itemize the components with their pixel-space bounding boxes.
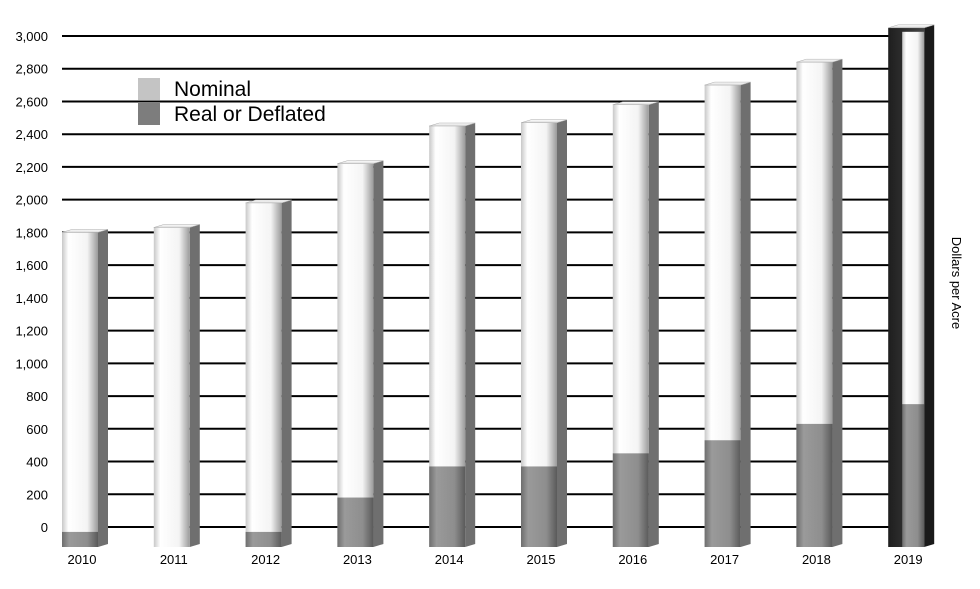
bar-top xyxy=(153,224,200,228)
bar-group xyxy=(888,24,935,548)
y-tick-label: 1,400 xyxy=(15,291,48,306)
bar-side xyxy=(740,82,751,547)
bar-top xyxy=(337,160,384,164)
bar-top xyxy=(429,122,476,127)
y-tick-label: 1,600 xyxy=(15,258,48,273)
bar-group xyxy=(796,58,843,547)
x-tick-label: 2015 xyxy=(527,552,556,567)
bar-side xyxy=(189,224,200,548)
bar-real xyxy=(245,531,282,547)
bar-group xyxy=(61,229,109,547)
y-tick-label: 1,000 xyxy=(15,356,48,371)
legend-label: Nominal xyxy=(174,78,251,101)
y-tick-label: 200 xyxy=(26,487,48,502)
y-tick-label: 2,000 xyxy=(15,193,48,208)
bar-nominal xyxy=(153,227,190,548)
bar-group xyxy=(245,199,292,547)
bar-real xyxy=(612,453,649,547)
bar-group xyxy=(429,122,476,548)
y-tick-label: 600 xyxy=(26,422,48,437)
y-tick-label: 2,400 xyxy=(15,127,48,142)
bar-real xyxy=(429,466,466,547)
x-tick-label: 2017 xyxy=(710,552,739,567)
x-tick-label: 2018 xyxy=(802,552,831,567)
bar-side xyxy=(648,101,659,548)
x-tick-label: 2010 xyxy=(68,552,97,567)
bars xyxy=(61,24,935,548)
bar-side xyxy=(832,59,843,547)
y-tick-label: 0 xyxy=(41,520,48,535)
bar-top xyxy=(61,229,109,233)
y-tick-label: 800 xyxy=(26,389,48,404)
bar-real xyxy=(902,404,925,547)
y-tick-label: 1,800 xyxy=(15,225,48,240)
bar-side xyxy=(281,199,292,547)
bar-side xyxy=(557,119,567,547)
bar-real xyxy=(521,466,557,547)
bar-top xyxy=(520,119,568,123)
bar-side xyxy=(98,229,108,547)
legend-swatch xyxy=(138,78,160,100)
bar-highlight xyxy=(902,31,925,405)
x-tick-label: 2014 xyxy=(435,552,464,567)
legend-swatch xyxy=(138,103,160,125)
y-axis-ticks: 0 200 400 600 800 1,000 1,200 1,400 1,600 1,800 2,… xyxy=(15,29,48,535)
y-tick-label: 400 xyxy=(26,455,48,470)
bar-nominal xyxy=(62,232,98,547)
x-tick-label: 2019 xyxy=(894,552,923,567)
bar-side xyxy=(924,24,935,548)
bar-top xyxy=(796,58,843,63)
bar-top xyxy=(704,81,751,86)
bar-real xyxy=(704,440,741,547)
bar-real xyxy=(62,531,98,547)
x-tick-label: 2011 xyxy=(160,552,188,567)
y-tick-label: 2,800 xyxy=(15,62,48,77)
y-tick-label: 1,200 xyxy=(15,324,48,339)
gridlines xyxy=(62,35,905,528)
x-tick-label: 2013 xyxy=(343,552,372,567)
bar-nominal xyxy=(245,202,282,547)
y-axis-label: Dollars per Acre xyxy=(949,237,964,329)
bar-group xyxy=(337,160,384,547)
bar-group xyxy=(153,224,200,548)
bar-real xyxy=(337,497,374,547)
y-tick-label: 2,200 xyxy=(15,160,48,175)
bar-side xyxy=(373,160,384,547)
bar-top xyxy=(612,101,659,105)
bar-top xyxy=(245,199,292,204)
bar-group xyxy=(520,119,568,547)
bar-top xyxy=(888,24,935,29)
y-tick-label: 2,600 xyxy=(15,94,48,109)
bar-real xyxy=(796,423,833,547)
x-tick-label: 2016 xyxy=(618,552,647,567)
bar-group xyxy=(704,81,751,547)
x-tick-label: 2012 xyxy=(251,552,280,567)
legend-label: Real or Deflated xyxy=(174,103,326,126)
bar-side xyxy=(465,123,476,548)
bar-nominal xyxy=(337,163,374,547)
y-tick-label: 3,000 xyxy=(15,29,48,44)
bar-group xyxy=(612,101,659,548)
x-axis-ticks: 2010 2011 2012 2013 2014 2015 2016 2017 2018 2019 xyxy=(68,552,923,567)
